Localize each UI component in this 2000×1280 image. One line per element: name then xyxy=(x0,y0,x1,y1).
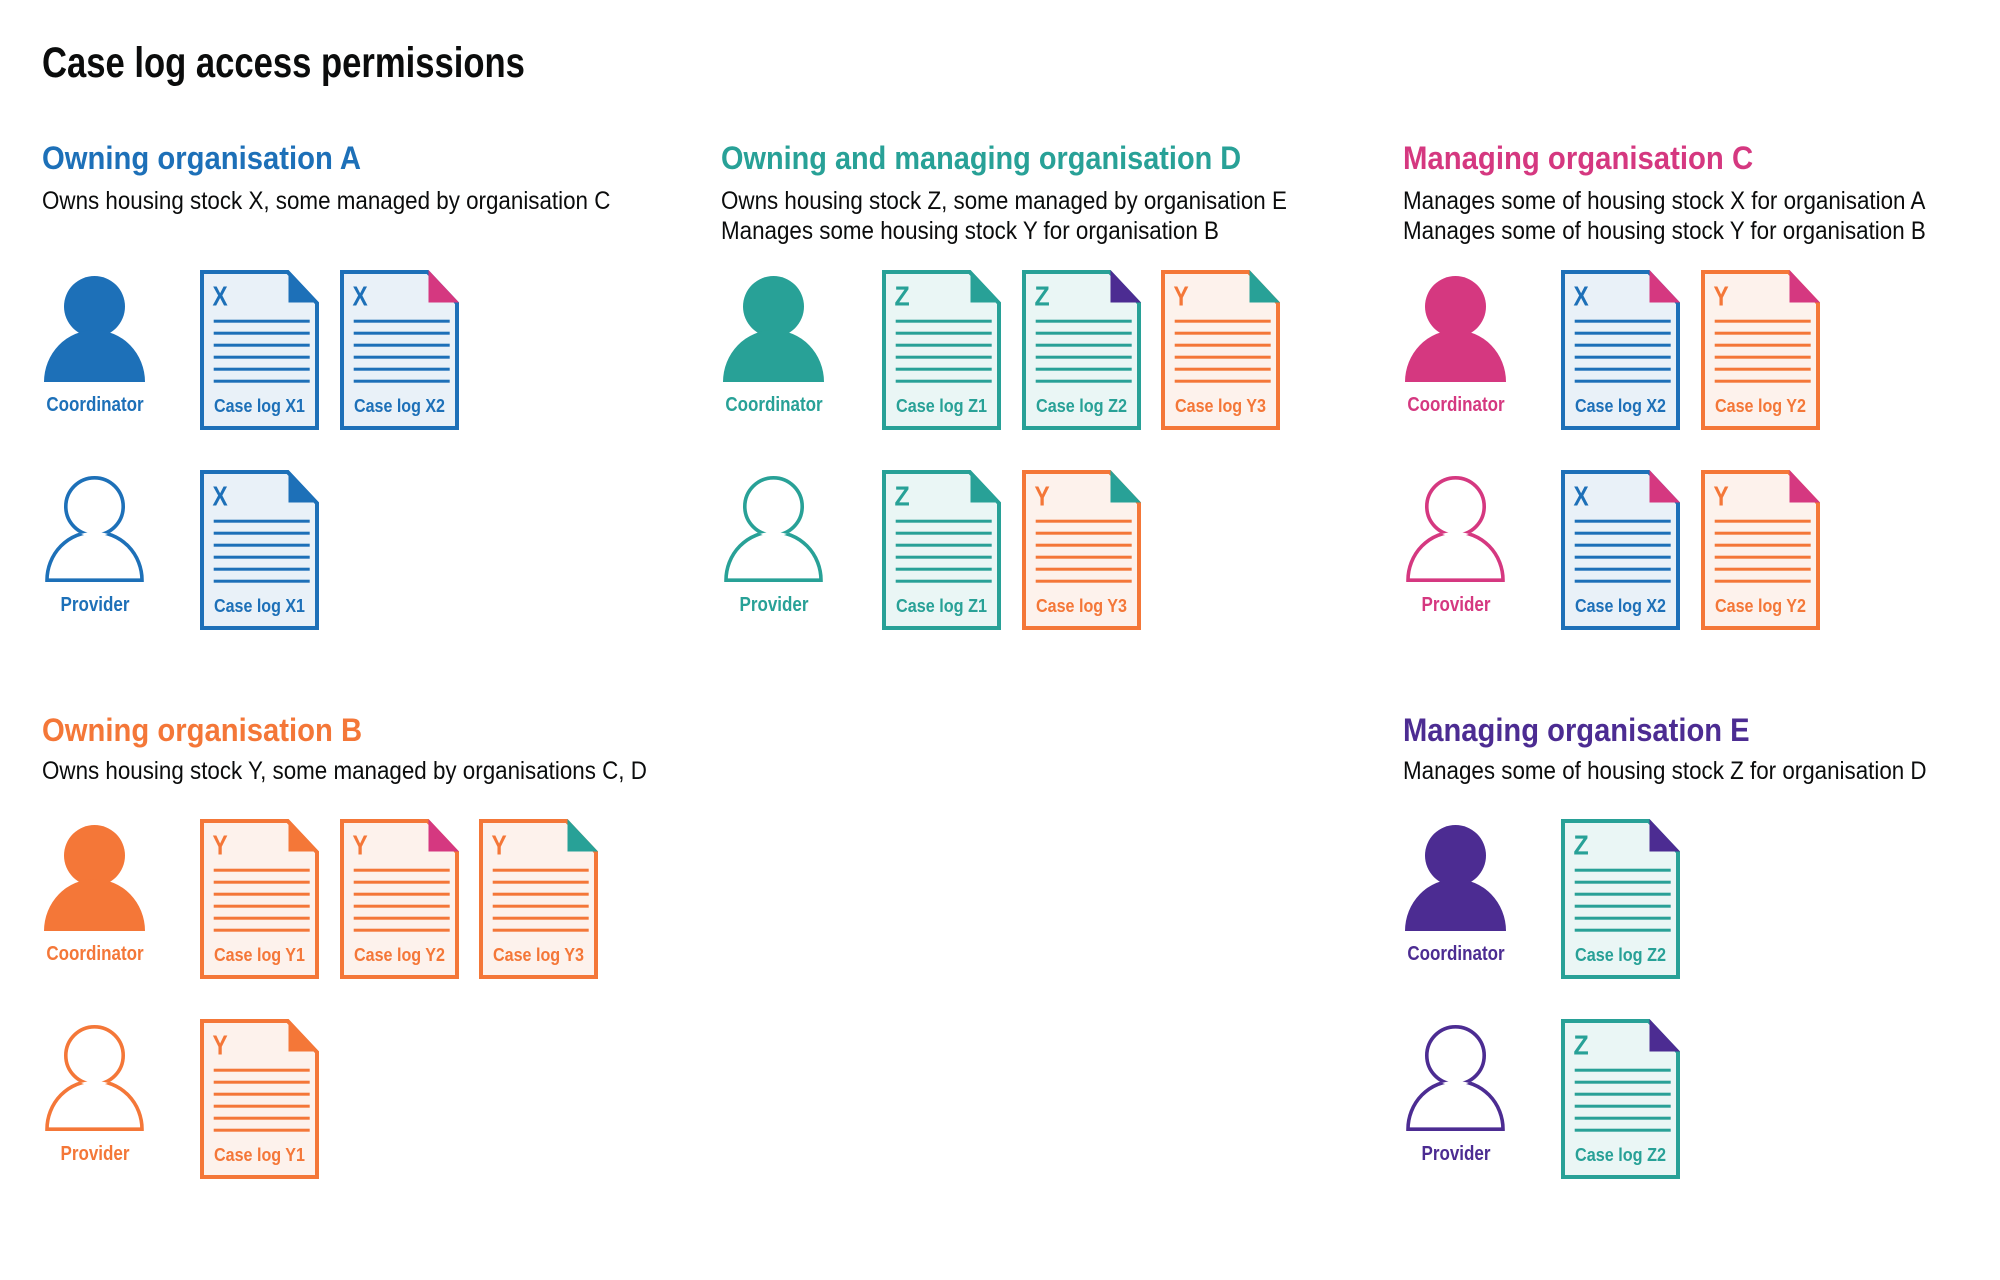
svg-text:Z: Z xyxy=(895,481,910,512)
svg-text:Y: Y xyxy=(1174,281,1189,312)
svg-text:Case log Y2: Case log Y2 xyxy=(1715,395,1806,416)
svg-text:Case log Y3: Case log Y3 xyxy=(493,944,584,965)
svg-text:Z: Z xyxy=(1034,281,1049,312)
svg-text:Case log Z2: Case log Z2 xyxy=(1575,944,1666,965)
svg-text:Case log Y1: Case log Y1 xyxy=(214,1144,305,1165)
svg-text:Y: Y xyxy=(1713,481,1728,512)
svg-text:Z: Z xyxy=(1574,830,1589,861)
svg-text:Case log Y2: Case log Y2 xyxy=(1715,595,1806,616)
svg-text:Case log X1: Case log X1 xyxy=(214,595,305,616)
svg-text:Case log Z1: Case log Z1 xyxy=(896,595,987,616)
svg-text:X: X xyxy=(1574,481,1590,512)
svg-text:Y: Y xyxy=(352,830,367,861)
svg-text:Case log Y3: Case log Y3 xyxy=(1036,595,1127,616)
svg-text:X: X xyxy=(213,281,229,312)
svg-text:X: X xyxy=(352,281,368,312)
svg-text:Case log Z2: Case log Z2 xyxy=(1036,395,1127,416)
svg-text:Z: Z xyxy=(895,281,910,312)
svg-text:Case log Y1: Case log Y1 xyxy=(214,944,305,965)
svg-text:X: X xyxy=(1574,281,1590,312)
svg-text:Y: Y xyxy=(213,1030,228,1061)
svg-text:Case log Z1: Case log Z1 xyxy=(896,395,987,416)
svg-text:Case log Z2: Case log Z2 xyxy=(1575,1144,1666,1165)
svg-text:Y: Y xyxy=(1713,281,1728,312)
svg-text:Case log X2: Case log X2 xyxy=(1575,395,1666,416)
svg-text:Case log X2: Case log X2 xyxy=(354,395,445,416)
svg-text:Case log X2: Case log X2 xyxy=(1575,595,1666,616)
svg-text:Case log Y3: Case log Y3 xyxy=(1175,395,1266,416)
svg-text:Y: Y xyxy=(1034,481,1049,512)
svg-text:Z: Z xyxy=(1574,1030,1589,1061)
svg-text:Y: Y xyxy=(213,830,228,861)
svg-text:X: X xyxy=(213,481,229,512)
svg-text:Y: Y xyxy=(492,830,507,861)
svg-text:Case log X1: Case log X1 xyxy=(214,395,305,416)
svg-text:Case log Y2: Case log Y2 xyxy=(354,944,445,965)
